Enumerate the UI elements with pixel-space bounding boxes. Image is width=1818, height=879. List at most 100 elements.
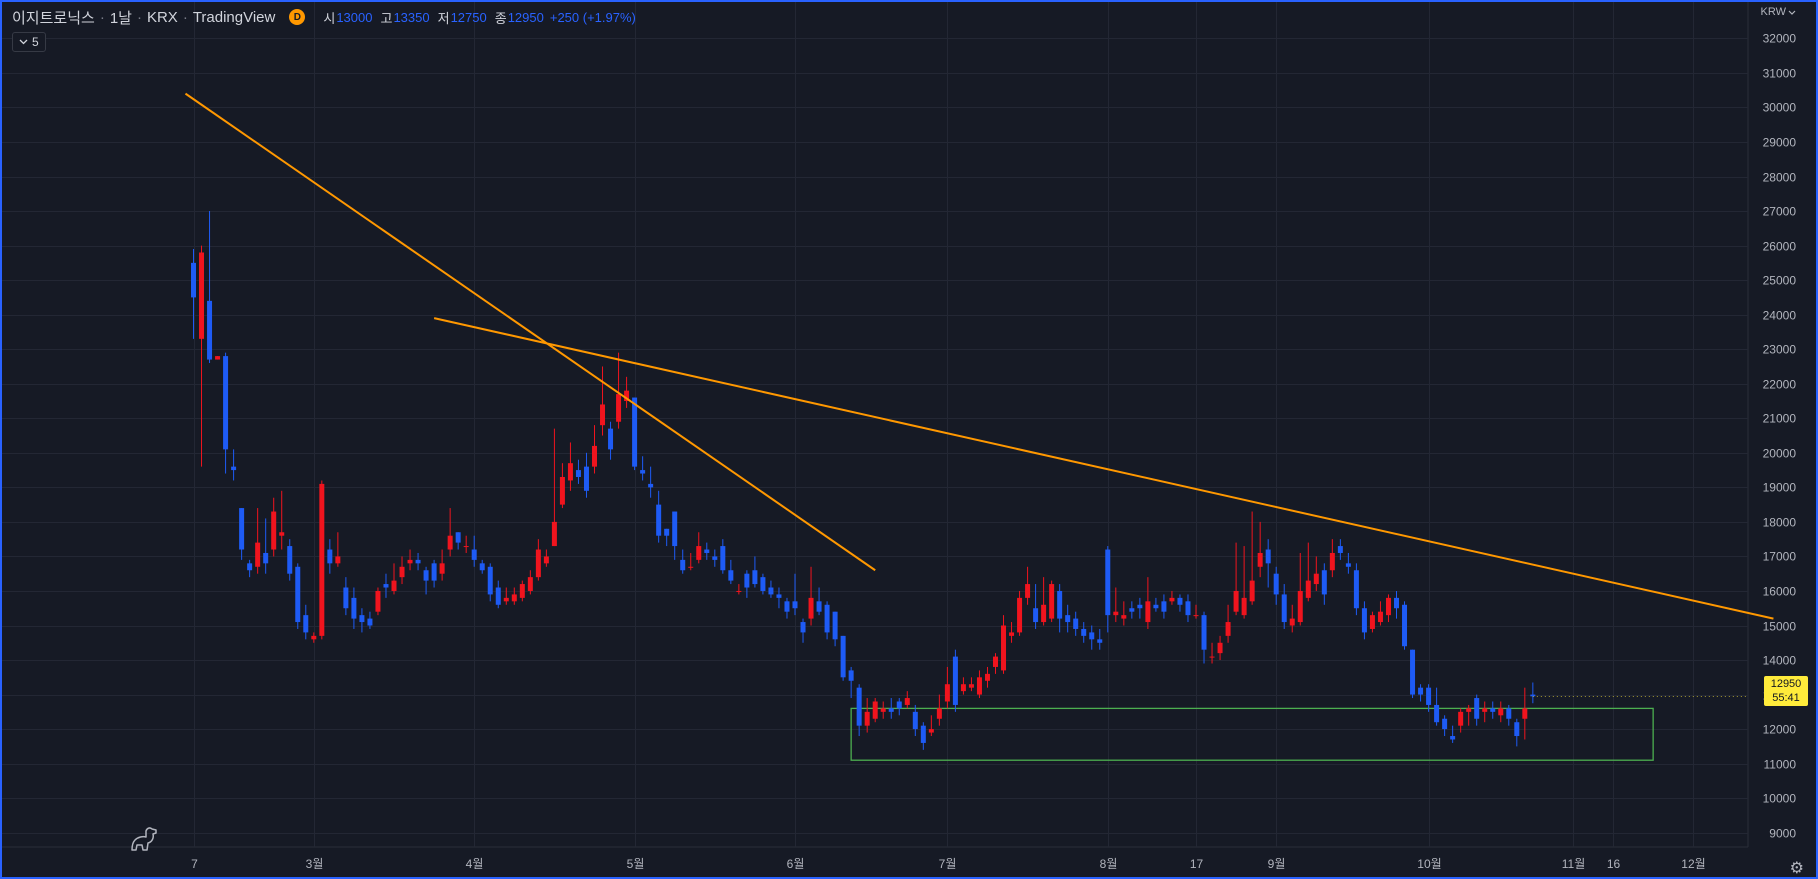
candle	[359, 608, 365, 633]
candle-body	[920, 725, 926, 743]
candle-body	[439, 563, 445, 574]
symbol-name[interactable]: 이지트로닉스	[12, 9, 95, 27]
price-tick-label: 30000	[1763, 101, 1797, 115]
candle-body	[944, 684, 950, 702]
candle	[1353, 563, 1359, 616]
candle-body	[1321, 570, 1327, 595]
candle	[824, 601, 830, 640]
candle-body	[1145, 601, 1151, 623]
candle-body	[792, 601, 798, 609]
candle-body	[656, 504, 662, 536]
candle	[551, 428, 557, 547]
candle	[415, 552, 421, 571]
candle	[1009, 622, 1015, 643]
candle	[1385, 594, 1391, 623]
indicators-collapse-button[interactable]: 5	[12, 32, 46, 52]
candle	[191, 249, 196, 339]
candle-body	[551, 521, 557, 547]
candle-body	[808, 597, 814, 619]
candle-body	[543, 556, 549, 564]
candle	[487, 563, 493, 602]
gear-icon[interactable]: ⚙	[1789, 860, 1804, 877]
candle-body	[760, 577, 766, 591]
support-zones	[850, 707, 1654, 761]
candle	[1418, 684, 1424, 702]
price-tick-label: 16000	[1763, 585, 1797, 599]
candle	[559, 463, 565, 509]
candle	[1474, 694, 1480, 726]
market-status-badge[interactable]: D	[289, 9, 306, 25]
dino-logo-icon[interactable]	[130, 826, 160, 852]
price-tick-label: 19000	[1763, 481, 1797, 495]
candle-body	[535, 549, 541, 578]
candle	[784, 597, 790, 619]
candle-body	[936, 708, 942, 719]
candle-body	[688, 566, 694, 568]
candle	[303, 604, 309, 640]
candle-body	[1161, 601, 1167, 612]
time-tick-label: 12월	[1681, 857, 1705, 871]
candle	[1121, 601, 1127, 626]
candle-body	[1345, 563, 1351, 567]
candle-body	[327, 549, 333, 564]
candle-body	[367, 618, 373, 626]
candle	[399, 556, 405, 585]
candle	[920, 722, 926, 750]
candle	[800, 618, 806, 643]
candle-body	[1506, 708, 1512, 719]
candle	[407, 549, 413, 571]
price-tick-label: 32000	[1763, 32, 1797, 46]
candle	[1434, 687, 1440, 726]
candle	[1065, 604, 1071, 633]
candle	[1169, 590, 1175, 605]
candle-body	[1089, 632, 1095, 640]
candle	[1257, 521, 1263, 578]
candle-body	[1377, 611, 1383, 623]
candle	[1506, 704, 1512, 726]
candle	[287, 539, 293, 581]
candle-body	[1514, 722, 1520, 737]
candle-body	[1185, 601, 1191, 616]
candle	[712, 549, 718, 567]
candle	[575, 459, 581, 484]
candle	[1081, 622, 1087, 643]
price-tick-label: 21000	[1763, 412, 1797, 426]
time-tick-label: 4월	[466, 857, 484, 871]
trend-lines	[184, 92, 1774, 697]
currency-label: KRW	[1760, 6, 1786, 18]
candle-body	[1353, 570, 1359, 609]
candle	[1345, 552, 1351, 574]
indicators-count: 5	[32, 35, 39, 49]
price-tick-label: 29000	[1763, 136, 1797, 150]
candle	[1490, 701, 1496, 719]
candle-body	[1041, 604, 1047, 623]
candle	[944, 666, 950, 709]
candle-body	[1009, 632, 1015, 636]
candle-body	[231, 466, 237, 471]
candle	[840, 635, 846, 681]
interval-label[interactable]: 1날	[109, 9, 132, 27]
candle-body	[1265, 549, 1271, 564]
currency-selector[interactable]: KRW	[1761, 6, 1796, 18]
candle-body	[1530, 694, 1536, 697]
candle	[1233, 542, 1239, 616]
candle-body	[471, 549, 477, 560]
candle-body	[255, 542, 261, 567]
candle	[1514, 718, 1520, 747]
candle-body	[1081, 628, 1087, 636]
candle	[1193, 604, 1199, 619]
candle	[1530, 682, 1536, 704]
candle-body	[864, 711, 870, 726]
candle-body	[1129, 608, 1135, 612]
candle	[1265, 539, 1271, 588]
price-tick-label: 25000	[1763, 274, 1797, 288]
candle	[1402, 601, 1408, 650]
candle	[993, 653, 998, 674]
candle	[1289, 604, 1295, 633]
candle	[543, 549, 549, 567]
candle	[1177, 594, 1183, 612]
candle-body	[1410, 649, 1416, 695]
change-value: +250 (+1.97%)	[549, 9, 636, 25]
candle-body	[848, 670, 854, 681]
